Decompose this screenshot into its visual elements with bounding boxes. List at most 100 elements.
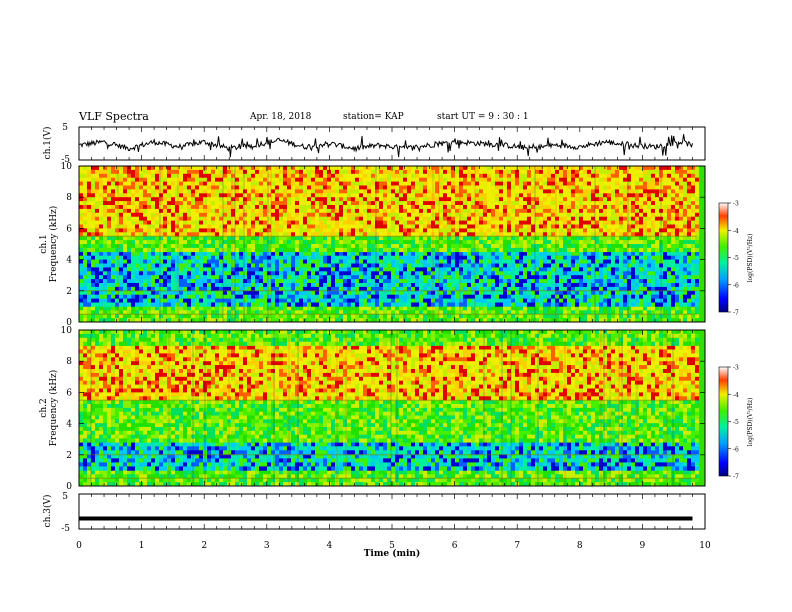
spectrogram-cell: [503, 267, 507, 272]
spectrogram-cell: [619, 247, 623, 253]
spectrogram-cell: [223, 236, 227, 241]
spectrogram-cell: [107, 244, 111, 249]
spectrogram-cell: [379, 318, 383, 323]
spectrogram-cell: [519, 314, 523, 319]
spectrogram-cell: [195, 259, 199, 264]
spectrogram-cell: [603, 251, 607, 256]
spectrogram-cell: [487, 275, 491, 280]
spectrogram-cell: [363, 247, 367, 253]
spectrogram-cell: [203, 240, 207, 245]
spectrogram-cell: [447, 298, 451, 303]
spectrogram-cell: [107, 298, 111, 303]
spectrogram-cell: [375, 263, 379, 268]
spectrogram-cell: [231, 201, 235, 206]
spectrogram-cell: [119, 201, 123, 206]
spectrogram-cell: [223, 314, 227, 319]
spectrogram-cell: [675, 236, 679, 241]
spectrogram-cell: [119, 228, 123, 233]
spectrogram-cell: [295, 185, 299, 190]
spectrogram-cell: [319, 201, 323, 206]
spectrogram-cell: [203, 314, 207, 319]
spectrogram-cell: [275, 259, 279, 264]
spectrogram-cell: [663, 259, 667, 264]
spectrogram-cell: [307, 302, 311, 307]
spectrogram-cell: [103, 279, 107, 284]
spectrogram-cell: [423, 247, 427, 253]
spectrogram-cell: [107, 306, 111, 311]
spectrogram-cell: [507, 236, 511, 241]
spectrogram-cell: [91, 290, 95, 295]
spectrogram-cell: [99, 259, 103, 264]
spectrogram-cell: [111, 220, 115, 225]
spectrogram-cell: [95, 181, 99, 186]
spectrogram-cell: [331, 208, 335, 214]
spectrogram-cell: [503, 255, 507, 260]
spectrogram-cell: [399, 263, 403, 268]
spectrogram-cell: [243, 279, 247, 284]
spectrogram-cell: [251, 197, 255, 202]
spectrogram-cell: [223, 290, 227, 295]
spectrogram-cell: [599, 283, 603, 288]
spectrogram-cell: [147, 267, 151, 272]
spectrogram-cell: [483, 251, 487, 256]
spectrogram-cell: [127, 201, 131, 206]
spectrogram-cell: [491, 286, 495, 292]
spectrogram-cell: [395, 224, 399, 229]
spectrogram-cell: [579, 302, 583, 307]
spectrogram-cell: [119, 240, 123, 245]
spectrogram-cell: [267, 259, 271, 264]
spectrogram-cell: [151, 271, 155, 276]
spectrogram-cell: [99, 205, 103, 210]
spectrogram-cell: [251, 220, 255, 225]
spectrogram-cell: [535, 302, 539, 307]
spectrogram-cell: [475, 275, 479, 280]
spectrogram-cell: [411, 251, 415, 256]
spectrogram-cell: [391, 208, 395, 214]
spectrogram-cell: [135, 318, 139, 323]
spectrogram-cell: [299, 201, 303, 206]
spectrogram-cell: [427, 236, 431, 241]
spectrogram-cell: [271, 247, 275, 253]
spectrogram-cell: [567, 267, 571, 272]
spectrogram-cell: [151, 255, 155, 260]
spectrogram-cell: [483, 298, 487, 303]
spectrogram-cell: [155, 181, 159, 186]
spectrogram-cell: [491, 306, 495, 311]
spectrogram-cell: [443, 255, 447, 260]
spectrogram-cell: [363, 318, 367, 323]
spectrogram-cell: [639, 275, 643, 280]
spectrogram-cell: [607, 247, 611, 253]
spectrogram-cell: [291, 286, 295, 292]
spectrogram-cell: [375, 247, 379, 253]
spectrogram-cell: [639, 294, 643, 299]
spectrogram-cell: [115, 205, 119, 210]
spectrogram-cell: [451, 275, 455, 280]
spectrogram-cell: [551, 255, 555, 260]
spectrogram-cell: [371, 283, 375, 288]
spectrogram-cell: [83, 181, 87, 186]
spectrogram-cell: [211, 232, 215, 237]
spectrogram-cell: [111, 302, 115, 307]
spectrogram-cell: [135, 247, 139, 253]
spectrogram-cell: [135, 181, 139, 186]
spectrogram-cell: [387, 224, 391, 229]
spectrogram-cell: [267, 271, 271, 276]
spectrogram-cell: [79, 177, 83, 182]
spectrogram-cell: [83, 306, 87, 311]
spectrogram-cell: [251, 244, 255, 249]
spectrogram-cell: [271, 259, 275, 264]
spectrogram-cell: [243, 255, 247, 260]
spectrogram-cell: [143, 259, 147, 264]
spectrogram-cell: [247, 185, 251, 190]
spectrogram-cell: [523, 275, 527, 280]
spectrogram-cell: [399, 259, 403, 264]
spectrogram-cell: [87, 263, 91, 268]
spectrogram-cell: [395, 240, 399, 245]
spectrogram-cell: [479, 286, 483, 292]
spectrogram-cell: [283, 263, 287, 268]
spectrogram-cell: [407, 294, 411, 299]
spectrogram-cell: [183, 240, 187, 245]
spectrogram-cell: [375, 251, 379, 256]
spectrogram-cell: [427, 271, 431, 276]
spectrogram-cell: [163, 255, 167, 260]
